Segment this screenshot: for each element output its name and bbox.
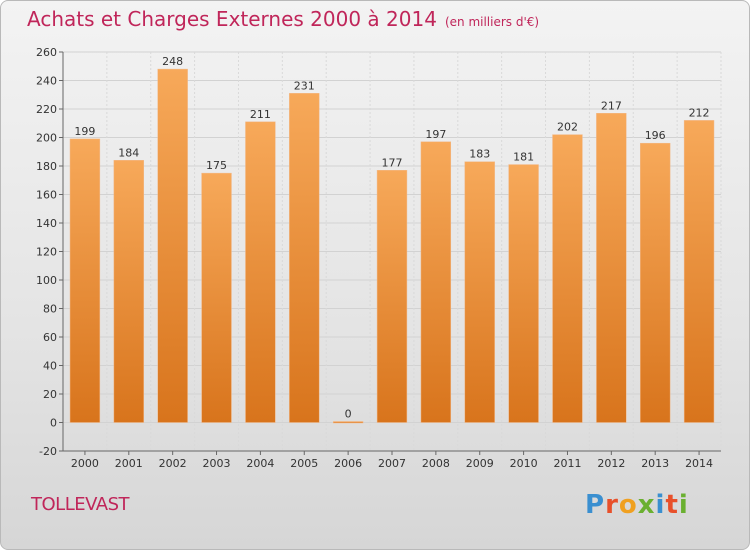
value-label: 212	[689, 106, 710, 119]
bar	[113, 160, 144, 423]
x-tick-label: 2014	[685, 457, 713, 470]
x-tick-label: 2009	[466, 457, 494, 470]
value-label: 211	[250, 108, 271, 121]
x-tick-label: 2007	[378, 457, 406, 470]
bar	[508, 164, 539, 423]
chart-title-text: Achats et Charges Externes 2000 à 2014	[27, 7, 437, 31]
y-tick-label: 120	[36, 246, 57, 259]
chart-title: Achats et Charges Externes 2000 à 2014 (e…	[27, 7, 539, 31]
x-tick-label: 2012	[597, 457, 625, 470]
x-tick-label: 2003	[203, 457, 231, 470]
bar	[640, 142, 671, 423]
y-tick-label: 20	[43, 388, 57, 401]
x-tick-label: 2004	[246, 457, 274, 470]
value-label: 248	[162, 55, 183, 68]
bar	[157, 68, 188, 423]
value-label: 177	[382, 156, 403, 169]
y-tick-label: 240	[36, 75, 57, 88]
bar	[201, 172, 232, 423]
value-label: 184	[118, 146, 139, 159]
x-tick-label: 2011	[553, 457, 581, 470]
logo-letter: o	[618, 490, 638, 520]
logo-letter: P	[585, 490, 606, 520]
y-tick-label: 220	[36, 103, 57, 116]
y-tick-label: 40	[43, 360, 57, 373]
logo-letter: i	[655, 490, 666, 520]
value-label: 202	[557, 121, 578, 134]
x-tick-labels: 2000 2001 2002 2003 2004 2005 2006 2007 2008 2009…	[71, 457, 713, 470]
value-label: 183	[469, 148, 490, 161]
y-tick-label: 200	[36, 132, 57, 145]
y-tick-label: 180	[36, 160, 57, 173]
value-labels: 199 184 248 175 211 231 0 177 197 183 181 202 217 196…	[74, 55, 709, 420]
value-label: 181	[513, 151, 534, 164]
x-tick-label: 2008	[422, 457, 450, 470]
proxiti-logo: Proxiti	[585, 490, 689, 520]
x-tick-label: 2001	[115, 457, 143, 470]
x-tick-label: 2010	[510, 457, 538, 470]
bar	[245, 121, 276, 423]
logo-letter: t	[665, 490, 679, 520]
bars	[69, 68, 715, 424]
y-tick-label: 140	[36, 217, 57, 230]
bar	[420, 141, 452, 423]
y-tick-label: 260	[36, 46, 57, 59]
value-label: 0	[345, 408, 352, 421]
value-label: 199	[74, 125, 95, 138]
bar	[376, 170, 408, 423]
bar	[289, 93, 320, 423]
value-label: 196	[645, 129, 666, 142]
commune-name: TOLLEVAST	[31, 494, 130, 515]
y-tick-labels: -20 0 20 40 60 80 100 120 140 160 180 200 220 240 260	[36, 46, 57, 458]
x-tick-label: 2006	[334, 457, 362, 470]
y-tick-label: -20	[39, 445, 57, 458]
y-tick-label: 80	[43, 303, 57, 316]
bar	[332, 421, 364, 424]
axes	[59, 51, 721, 455]
x-tick-label: 2002	[159, 457, 187, 470]
chart-subtitle: (en milliers d'€)	[444, 15, 540, 29]
bar	[464, 161, 495, 423]
y-tick-label: 100	[36, 274, 57, 287]
logo-letter: r	[605, 490, 619, 520]
x-tick-label: 2013	[641, 457, 669, 470]
value-label: 175	[206, 159, 227, 172]
bar	[596, 113, 627, 423]
bar	[69, 138, 101, 423]
value-label: 197	[425, 128, 446, 141]
y-tick-label: 160	[36, 189, 57, 202]
x-tick-label: 2000	[71, 457, 99, 470]
logo-letter: i	[678, 490, 689, 520]
bar	[683, 120, 715, 423]
bar	[552, 134, 583, 423]
y-tick-label: 0	[50, 417, 57, 430]
y-tick-label: 60	[43, 331, 57, 344]
value-label: 231	[294, 79, 315, 92]
x-tick-label: 2005	[290, 457, 318, 470]
value-label: 217	[601, 99, 622, 112]
logo-letter: x	[637, 490, 656, 520]
